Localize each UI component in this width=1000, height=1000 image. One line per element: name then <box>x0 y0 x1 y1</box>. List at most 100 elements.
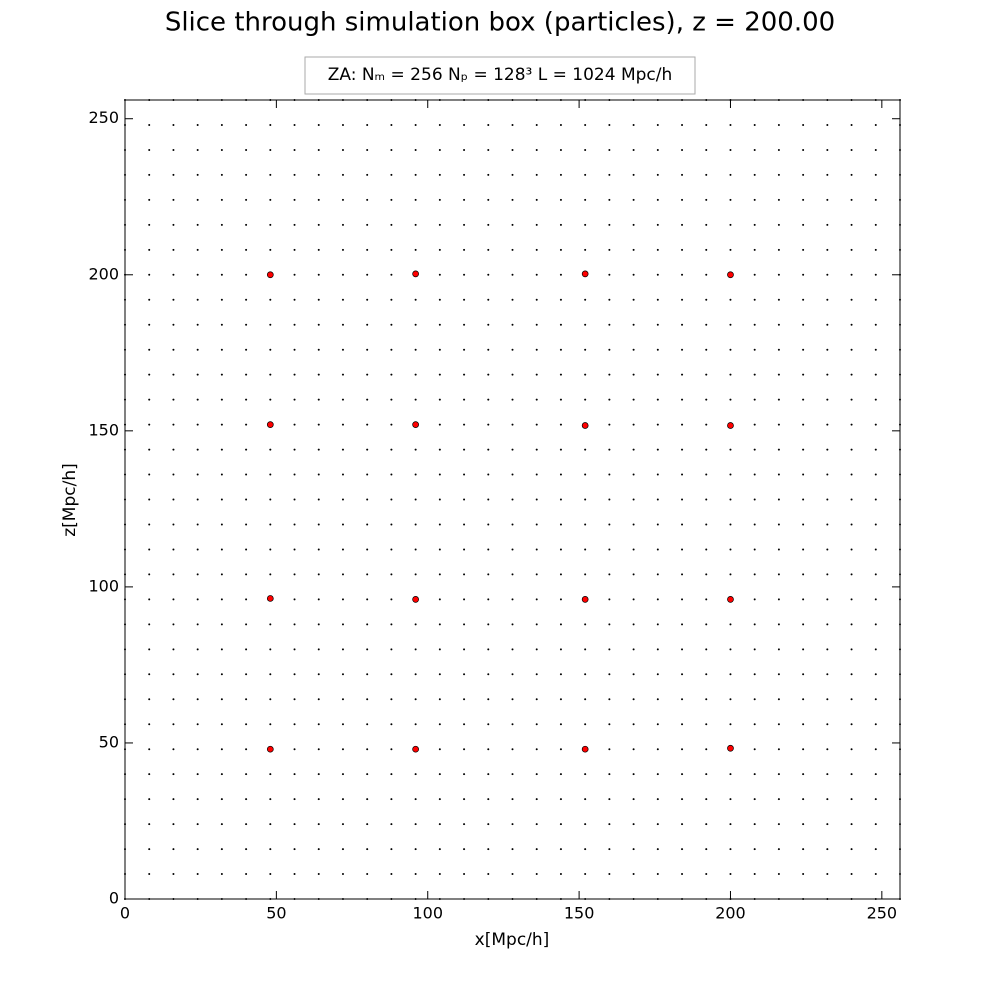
particle <box>390 623 393 626</box>
particle <box>681 498 684 501</box>
particle <box>366 398 369 401</box>
particle <box>293 823 296 826</box>
particle <box>729 773 732 776</box>
particle <box>850 223 853 226</box>
particle <box>220 498 223 501</box>
particle <box>511 373 514 376</box>
particle <box>148 598 151 601</box>
particle <box>438 773 441 776</box>
particle <box>681 548 684 551</box>
particle <box>632 448 635 451</box>
particle <box>632 273 635 276</box>
particle <box>390 473 393 476</box>
particle <box>535 323 538 326</box>
particle <box>487 523 490 526</box>
particle <box>753 773 756 776</box>
particle <box>438 123 441 126</box>
particle <box>608 248 611 251</box>
particle <box>584 248 587 251</box>
particle <box>826 298 829 301</box>
particle <box>390 798 393 801</box>
particle <box>729 623 732 626</box>
particle <box>317 598 320 601</box>
particle <box>826 573 829 576</box>
particle <box>511 823 514 826</box>
particle <box>632 548 635 551</box>
particle <box>777 848 780 851</box>
particle <box>705 448 708 451</box>
particle <box>874 148 877 151</box>
particle <box>826 173 829 176</box>
particle <box>487 373 490 376</box>
particle <box>705 823 708 826</box>
particle <box>414 698 417 701</box>
particle <box>681 373 684 376</box>
particle <box>390 773 393 776</box>
particle <box>559 348 562 351</box>
particle <box>632 698 635 701</box>
particle <box>656 148 659 151</box>
particle <box>777 523 780 526</box>
particle <box>850 698 853 701</box>
particle <box>220 723 223 726</box>
particle <box>681 148 684 151</box>
particle <box>656 498 659 501</box>
particle <box>220 623 223 626</box>
particle <box>826 148 829 151</box>
particle <box>826 373 829 376</box>
particle <box>196 598 199 601</box>
particle <box>802 573 805 576</box>
particle <box>245 873 248 876</box>
particle <box>148 448 151 451</box>
particle <box>293 448 296 451</box>
plot-frame <box>124 99 901 900</box>
particle <box>753 173 756 176</box>
particle <box>366 298 369 301</box>
highlight-particle <box>412 270 419 278</box>
particle <box>390 248 393 251</box>
particle <box>293 773 296 776</box>
particle <box>729 473 732 476</box>
particle <box>511 673 514 676</box>
particle <box>317 348 320 351</box>
particle <box>559 473 562 476</box>
particle <box>584 398 587 401</box>
particle <box>341 573 344 576</box>
particle <box>535 373 538 376</box>
particle <box>802 773 805 776</box>
particle <box>584 148 587 151</box>
particle <box>777 323 780 326</box>
particle <box>438 298 441 301</box>
particle <box>317 498 320 501</box>
particle <box>559 548 562 551</box>
particle <box>438 823 441 826</box>
particle <box>777 348 780 351</box>
particle <box>172 373 175 376</box>
particle <box>705 348 708 351</box>
particle <box>463 273 466 276</box>
particle <box>390 873 393 876</box>
particle <box>366 548 369 551</box>
particle <box>705 298 708 301</box>
particle <box>656 298 659 301</box>
particle <box>753 798 756 801</box>
particle <box>874 848 877 851</box>
particle <box>220 523 223 526</box>
particle <box>245 748 248 751</box>
particle <box>414 373 417 376</box>
particle <box>608 148 611 151</box>
particle <box>172 448 175 451</box>
particle <box>681 573 684 576</box>
particle <box>608 423 611 426</box>
particle <box>632 248 635 251</box>
particle <box>656 873 659 876</box>
particle <box>559 673 562 676</box>
particle <box>559 198 562 201</box>
particle <box>681 623 684 626</box>
particle <box>511 873 514 876</box>
particle <box>196 398 199 401</box>
particle <box>511 723 514 726</box>
particle <box>511 423 514 426</box>
particle <box>535 548 538 551</box>
particle <box>753 198 756 201</box>
